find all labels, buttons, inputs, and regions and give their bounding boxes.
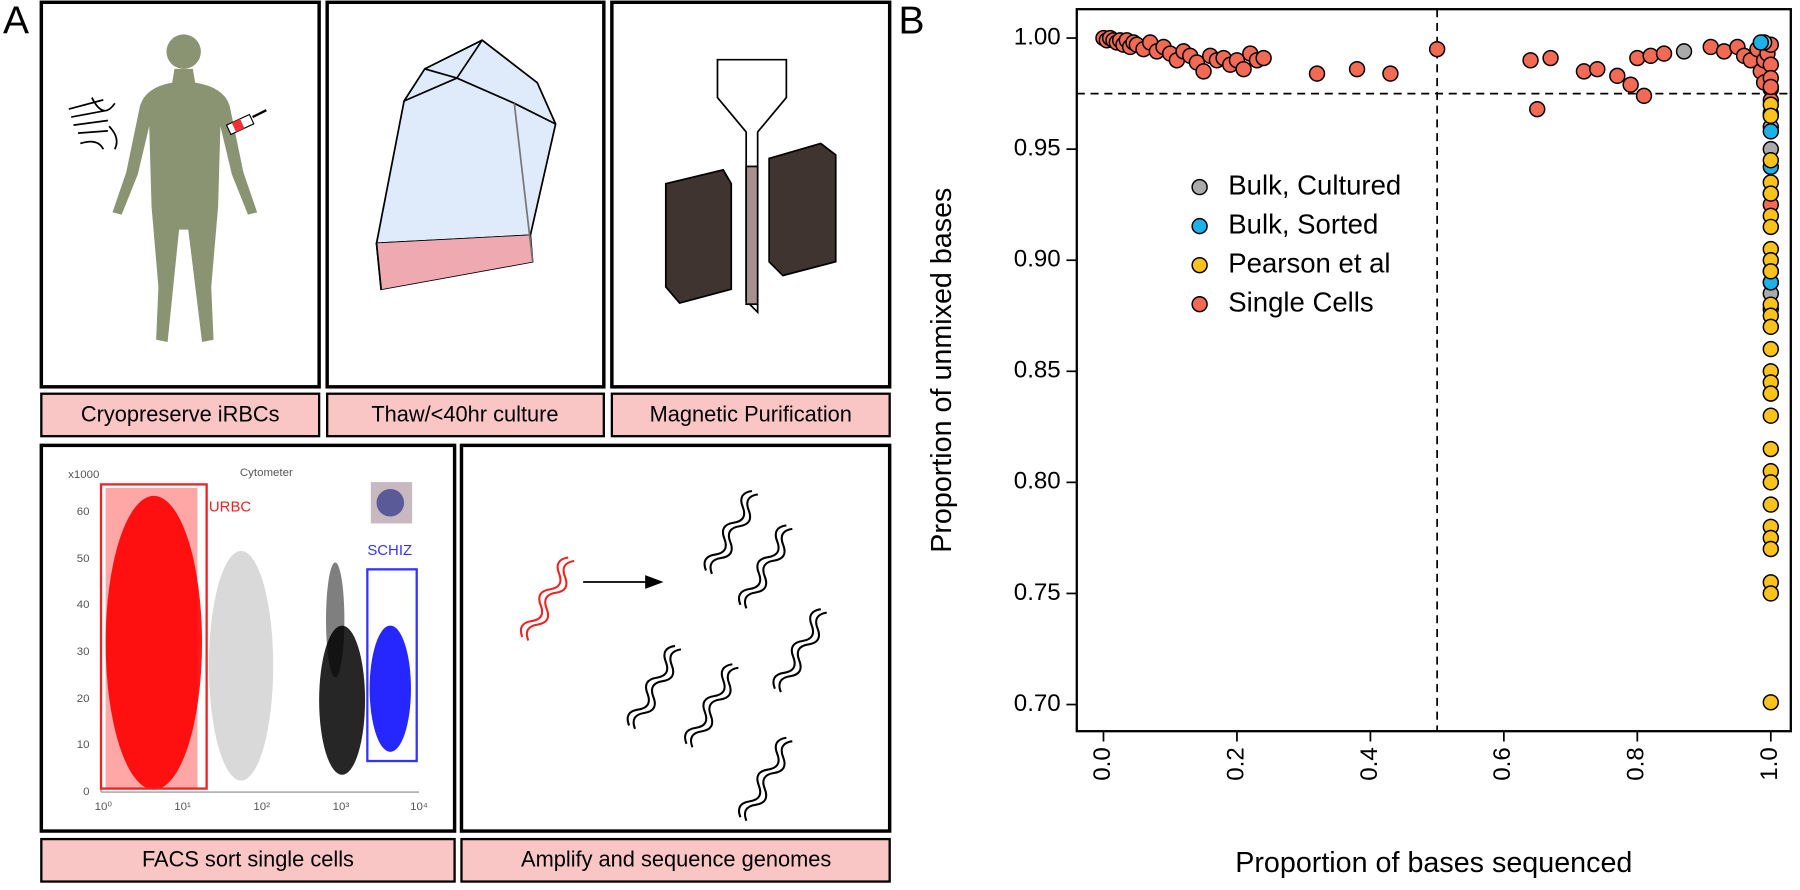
facs-tick: 10² — [253, 801, 270, 813]
point — [1762, 123, 1780, 140]
point — [1235, 60, 1252, 78]
point — [1762, 585, 1780, 602]
facs-tick: 10¹ — [174, 801, 191, 813]
facs-multiplier: x1000 — [68, 469, 99, 481]
y-tick-label: 0.90 — [1014, 246, 1061, 273]
point — [1762, 78, 1780, 96]
step-label: Cryopreserve iRBCs — [81, 401, 280, 426]
legend-label: Single Cells — [1228, 286, 1373, 317]
x-tick-label: 0.0 — [1089, 747, 1116, 780]
point — [1762, 694, 1780, 711]
step-label: Magnetic Purification — [650, 401, 852, 426]
step-label: Thaw/<40hr culture — [371, 401, 558, 426]
x-tick-label: 0.2 — [1222, 747, 1249, 780]
facs-tick: 10 — [77, 739, 90, 751]
facs-tick: 10⁴ — [410, 801, 428, 813]
point — [1642, 47, 1659, 65]
scatter-chart: 0.95 0.90 0.85 0.80 0.75 0.70 1.00 0.0 0.2 0.4 0.6… — [926, 8, 1792, 879]
y-tick-label: 0.80 — [1014, 468, 1061, 495]
point — [1762, 407, 1780, 424]
point — [1609, 67, 1626, 85]
point — [1762, 152, 1780, 169]
step-box — [460, 837, 891, 883]
legend-label: Bulk, Sorted — [1228, 208, 1378, 239]
point — [1762, 263, 1780, 280]
legend-marker — [1191, 178, 1208, 196]
point — [1308, 65, 1326, 82]
y-axis-label: Proportion of unmixed bases — [926, 188, 958, 553]
point — [1762, 318, 1780, 336]
magnet-column — [664, 58, 837, 315]
mosquito-icon — [68, 97, 118, 150]
point — [1522, 52, 1539, 69]
point — [1762, 218, 1780, 236]
y-tick-label: 0.75 — [1014, 579, 1061, 606]
point — [1382, 65, 1399, 82]
point — [1195, 63, 1212, 80]
step-label: FACS sort single cells — [142, 847, 354, 872]
point — [1622, 76, 1639, 93]
panel-label: B — [898, 0, 924, 42]
x-tick-label: 1.0 — [1756, 747, 1783, 780]
point — [1635, 87, 1653, 105]
plot-frame — [1075, 8, 1792, 733]
culture-flask — [375, 39, 557, 291]
point — [1655, 45, 1673, 62]
facs-tick: 40 — [77, 599, 90, 611]
y-tick-label: 0.95 — [1014, 135, 1061, 162]
panel-label: A — [3, 0, 29, 42]
syringe-icon — [225, 109, 267, 136]
point — [1762, 385, 1780, 402]
y-tick-label: 0.70 — [1014, 690, 1061, 717]
point — [1529, 100, 1546, 118]
human-figure — [112, 34, 258, 343]
x-tick-label: 0.4 — [1356, 747, 1383, 780]
legend-label: Pearson et al — [1228, 247, 1390, 278]
point — [1255, 49, 1272, 67]
point — [1762, 185, 1780, 202]
point — [1762, 440, 1780, 458]
point — [1629, 49, 1646, 67]
facs-tick: 0 — [83, 786, 89, 798]
facs-tick: 20 — [77, 693, 90, 705]
point — [1589, 60, 1606, 78]
point — [1428, 40, 1446, 58]
x-axis-label: Proportion of bases sequenced — [1235, 847, 1632, 879]
point — [1762, 496, 1780, 513]
step-box — [326, 392, 605, 438]
point — [1762, 107, 1780, 125]
step-box — [40, 837, 456, 883]
point — [1762, 340, 1780, 358]
facs-plot: Cytometer x1000 0 10 20 30 40 50 60 10⁰ … — [68, 467, 428, 813]
facs-tick: 30 — [77, 646, 90, 658]
legend-marker — [1191, 256, 1208, 274]
facs-tick: 50 — [77, 553, 90, 565]
point — [1348, 60, 1366, 78]
point — [1762, 474, 1780, 491]
x-tick-label: 0.6 — [1489, 747, 1516, 780]
point — [1752, 34, 1769, 51]
gate-label: SCHIZ — [367, 542, 412, 559]
y-tick-label: 1.00 — [1014, 23, 1061, 50]
gate-label: URBC — [209, 498, 251, 515]
facs-tick: 10³ — [333, 801, 350, 813]
facs-title: Cytometer — [240, 467, 293, 479]
facs-tick: 10⁰ — [95, 801, 113, 813]
arrow — [583, 575, 664, 589]
step-box — [40, 392, 321, 438]
step-label: Amplify and sequence genomes — [521, 847, 831, 872]
facs-tick: 60 — [77, 506, 90, 518]
step-box — [610, 392, 891, 438]
x-tick-label: 0.8 — [1623, 747, 1650, 780]
legend-marker — [1191, 295, 1208, 313]
legend-label: Bulk, Cultured — [1228, 169, 1401, 200]
panel-box — [459, 443, 892, 833]
legend-marker — [1191, 217, 1208, 235]
y-tick-label: 0.85 — [1014, 357, 1061, 384]
point — [1575, 63, 1593, 80]
point — [1762, 540, 1780, 558]
point — [1675, 43, 1693, 60]
point — [1542, 49, 1559, 67]
